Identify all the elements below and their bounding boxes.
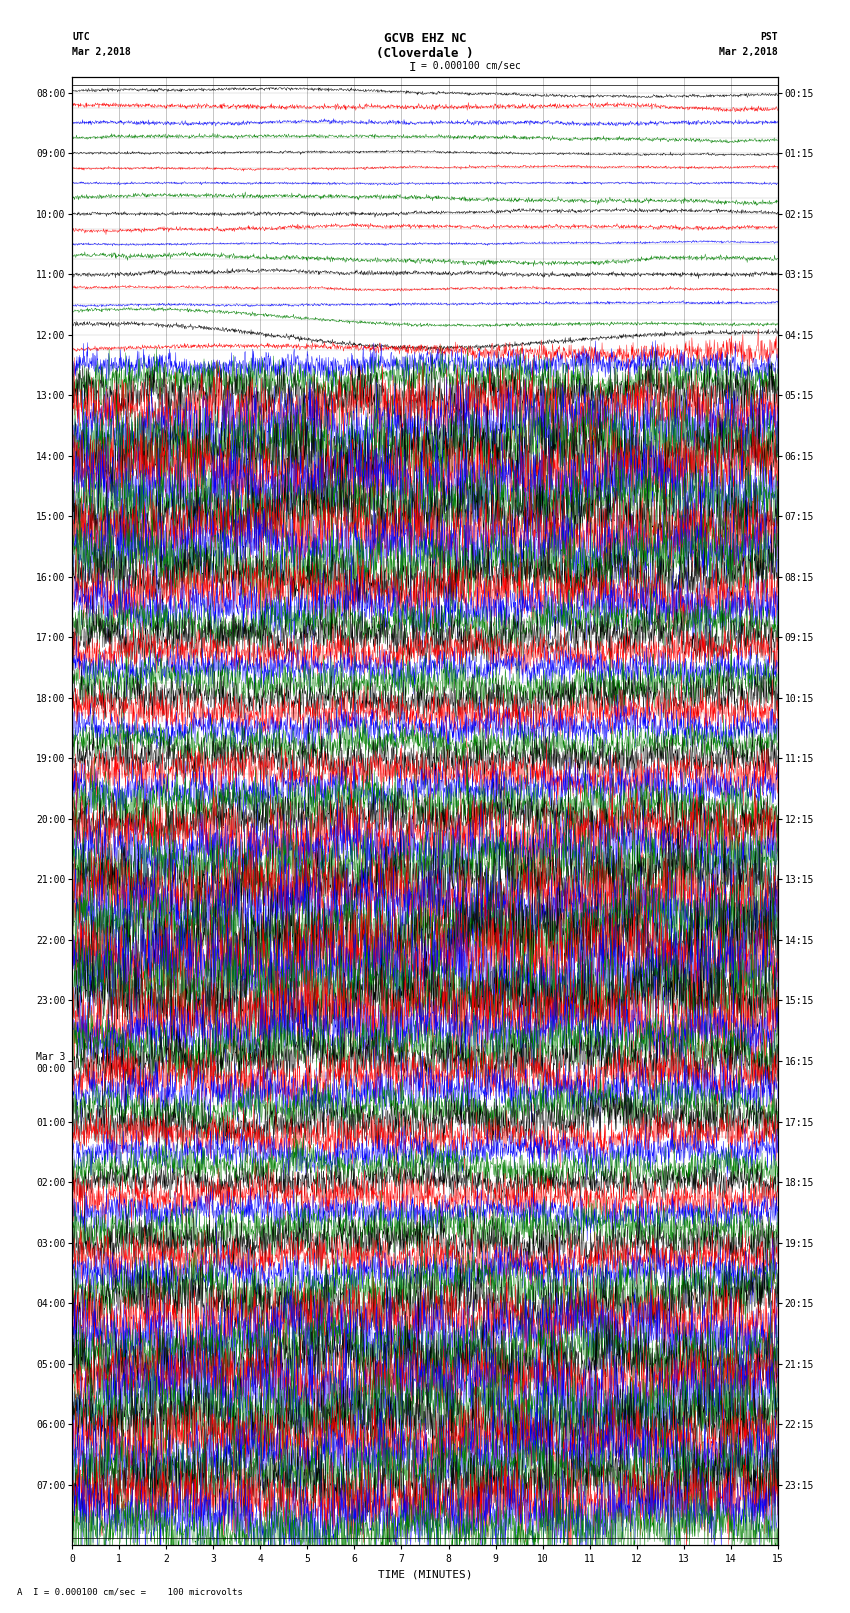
Text: UTC: UTC [72,32,90,42]
Text: Mar 2,2018: Mar 2,2018 [719,47,778,56]
X-axis label: TIME (MINUTES): TIME (MINUTES) [377,1569,473,1579]
Text: I: I [409,61,416,74]
Text: Mar 2,2018: Mar 2,2018 [72,47,131,56]
Text: = 0.000100 cm/sec: = 0.000100 cm/sec [421,61,520,71]
Text: PST: PST [760,32,778,42]
Text: GCVB EHZ NC: GCVB EHZ NC [383,32,467,45]
Text: A  I = 0.000100 cm/sec =    100 microvolts: A I = 0.000100 cm/sec = 100 microvolts [17,1587,243,1597]
Text: (Cloverdale ): (Cloverdale ) [377,47,473,60]
